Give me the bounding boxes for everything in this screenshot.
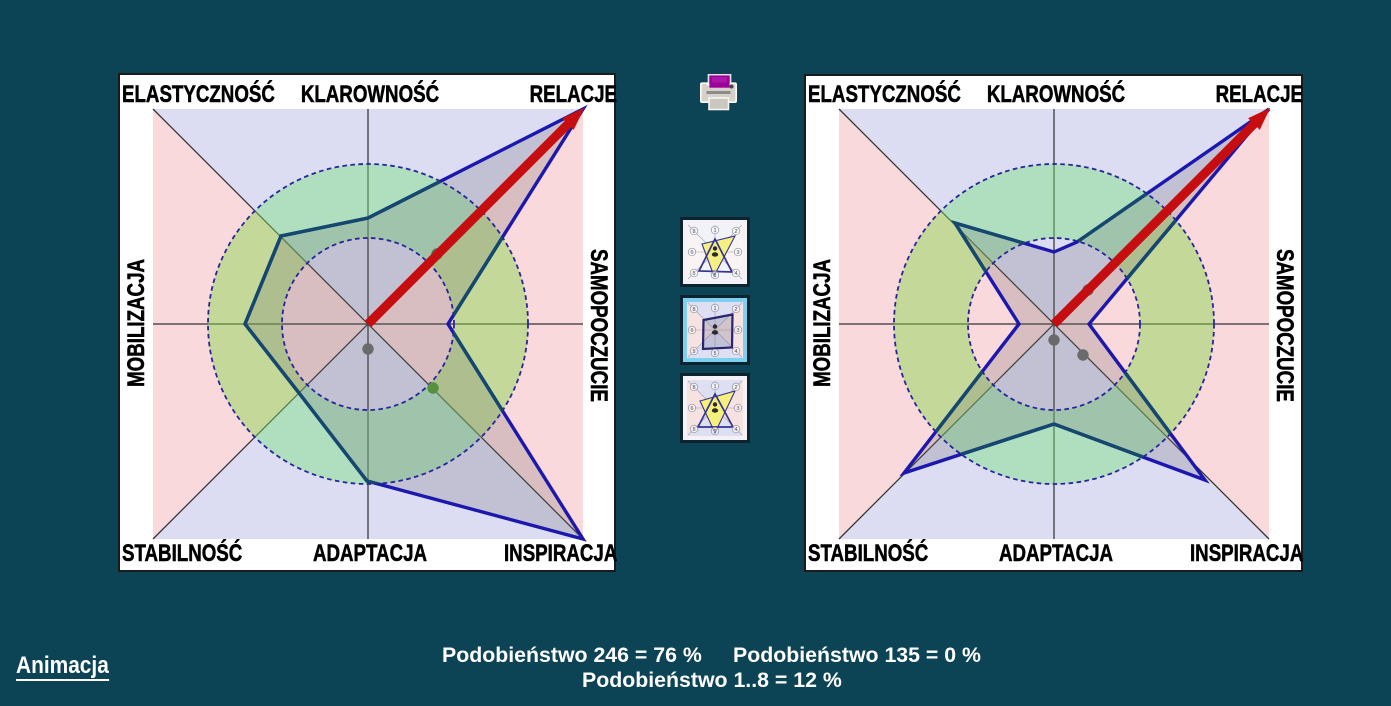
svg-text:5: 5 xyxy=(692,349,695,355)
svg-text:4: 4 xyxy=(734,349,737,355)
svg-text:5: 5 xyxy=(713,429,716,435)
svg-text:8: 8 xyxy=(692,385,695,391)
svg-text:6: 6 xyxy=(690,328,693,334)
svg-text:3: 3 xyxy=(736,406,739,412)
svg-text:5: 5 xyxy=(692,271,695,277)
svg-text:5: 5 xyxy=(713,351,716,357)
svg-text:6: 6 xyxy=(690,250,693,256)
svg-text:5: 5 xyxy=(713,273,716,279)
svg-text:2: 2 xyxy=(734,307,737,313)
svg-text:3: 3 xyxy=(736,328,739,334)
svg-text:4: 4 xyxy=(734,271,737,277)
svg-text:4: 4 xyxy=(734,427,737,433)
svg-text:1: 1 xyxy=(713,228,716,234)
svg-text:1: 1 xyxy=(713,306,716,312)
svg-text:5: 5 xyxy=(692,427,695,433)
svg-text:2: 2 xyxy=(734,229,737,235)
svg-text:2: 2 xyxy=(734,385,737,391)
svg-text:1: 1 xyxy=(713,384,716,390)
svg-text:3: 3 xyxy=(736,250,739,256)
svg-text:8: 8 xyxy=(692,307,695,313)
svg-text:8: 8 xyxy=(692,229,695,235)
svg-text:6: 6 xyxy=(690,406,693,412)
